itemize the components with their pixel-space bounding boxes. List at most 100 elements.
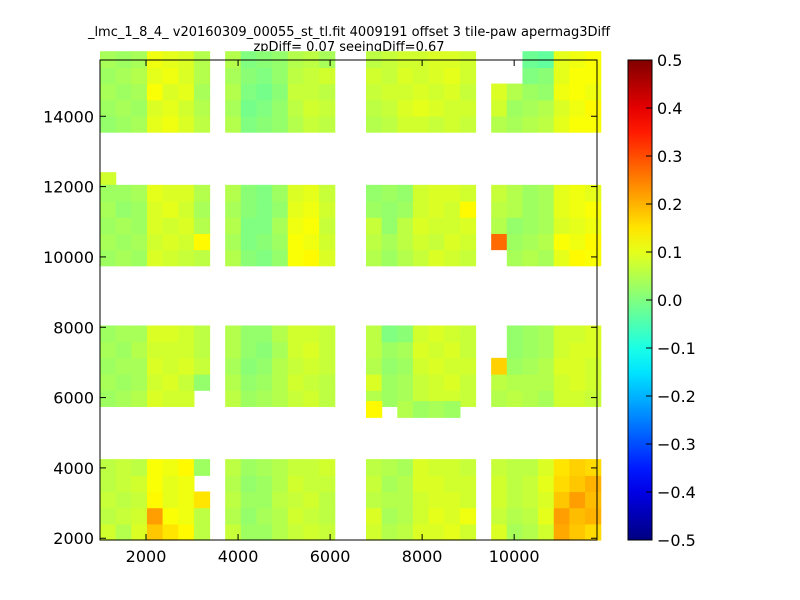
heatmap-cell — [146, 115, 164, 133]
heatmap-cell — [428, 374, 445, 391]
heatmap-cell — [412, 325, 430, 343]
heatmap-cell — [538, 374, 555, 391]
heatmap-cell — [569, 115, 586, 133]
heatmap-cell — [303, 325, 320, 343]
heatmap-cell — [287, 475, 305, 493]
heatmap-cell — [256, 507, 273, 525]
heatmap-cell — [428, 233, 445, 251]
heatmap-cell — [178, 523, 195, 541]
heatmap-cell — [538, 325, 555, 343]
heatmap-cell — [522, 390, 539, 407]
heatmap-cell — [303, 217, 320, 234]
colorbar-tick-label: −0.1 — [657, 339, 696, 358]
heatmap-cell — [115, 249, 132, 267]
heatmap-cell — [193, 507, 211, 525]
heatmap-cell — [506, 374, 524, 391]
heatmap-cell — [491, 217, 508, 234]
heatmap-cell — [491, 233, 508, 251]
heatmap-cell — [459, 341, 477, 359]
heatmap-cell — [146, 507, 164, 525]
heatmap-cell — [459, 491, 477, 509]
heatmap-cell — [553, 491, 570, 509]
heatmap-cell — [444, 475, 461, 493]
heatmap-cell — [287, 390, 305, 407]
heatmap-cell — [569, 523, 586, 541]
heatmap-cell — [193, 83, 211, 101]
heatmap-cell — [178, 491, 195, 509]
heatmap-cell — [115, 201, 132, 218]
heatmap-cell — [287, 341, 305, 359]
heatmap-cell — [538, 475, 555, 493]
heatmap-cell — [553, 67, 570, 85]
heatmap-cell — [538, 390, 555, 407]
heatmap-cell — [522, 523, 539, 541]
heatmap-cell — [444, 523, 461, 541]
heatmap-cell — [569, 341, 586, 359]
heatmap-cell — [459, 325, 477, 343]
heatmap-cell — [444, 341, 461, 359]
heatmap-cell — [256, 184, 273, 202]
heatmap-cell — [522, 459, 539, 476]
heatmap-cell — [178, 507, 195, 525]
heatmap-cell — [585, 491, 602, 509]
heatmap-cell — [272, 233, 289, 251]
heatmap-cell — [412, 341, 430, 359]
heatmap-cell — [553, 459, 570, 476]
heatmap-cell — [397, 115, 414, 133]
heatmap-cell — [459, 357, 477, 375]
heatmap-cell — [100, 459, 117, 476]
heatmap-cell — [491, 83, 508, 101]
heatmap-cell — [256, 390, 273, 407]
heatmap-cell — [428, 325, 445, 343]
heatmap-cell — [538, 201, 555, 218]
heatmap-cell — [365, 374, 383, 391]
heatmap-cell — [115, 99, 132, 117]
y-tick-label: 12000 — [43, 178, 94, 197]
heatmap-cell — [131, 507, 148, 525]
heatmap-cell — [100, 249, 117, 267]
heatmap-cell — [569, 184, 586, 202]
heatmap-cell — [162, 99, 179, 117]
heatmap-cell — [381, 491, 398, 509]
heatmap-cell — [444, 67, 461, 85]
heatmap-cell — [381, 83, 398, 101]
heatmap-cell — [178, 459, 195, 476]
heatmap-cell — [397, 459, 414, 476]
heatmap-cell — [319, 523, 336, 541]
heatmap-cell — [522, 217, 539, 234]
heatmap-cell — [272, 201, 289, 218]
heatmap-cell — [193, 491, 211, 509]
heatmap-cell — [240, 390, 258, 407]
heatmap-cell — [272, 325, 289, 343]
colorbar-tick-label: 0.5 — [657, 51, 682, 70]
heatmap-cell — [459, 67, 477, 85]
heatmap-cell — [397, 67, 414, 85]
heatmap-cell — [256, 475, 273, 493]
heatmap-cell — [397, 523, 414, 541]
colorbar-tick-label: 0.2 — [657, 195, 682, 214]
heatmap-cell — [538, 341, 555, 359]
heatmap-cell — [319, 507, 336, 525]
heatmap-cell — [459, 217, 477, 234]
heatmap-cell — [491, 99, 508, 117]
heatmap-cell — [538, 357, 555, 375]
heatmap-cell — [553, 475, 570, 493]
heatmap-cell — [444, 184, 461, 202]
heatmap-cell — [522, 507, 539, 525]
heatmap-cell — [553, 217, 570, 234]
heatmap-cell — [131, 341, 148, 359]
heatmap-cell — [303, 341, 320, 359]
heatmap-cell — [585, 390, 602, 407]
heatmap-cell — [381, 99, 398, 117]
heatmap-cell — [506, 341, 524, 359]
heatmap-cell — [444, 99, 461, 117]
heatmap-cell — [319, 249, 336, 267]
heatmap-cell — [585, 374, 602, 391]
heatmap-cell — [538, 217, 555, 234]
heatmap-cell — [303, 523, 320, 541]
heatmap-cell — [287, 491, 305, 509]
heatmap-cell — [381, 325, 398, 343]
heatmap-cell — [115, 217, 132, 234]
heatmap-cell — [146, 390, 164, 407]
heatmap-cell — [569, 357, 586, 375]
